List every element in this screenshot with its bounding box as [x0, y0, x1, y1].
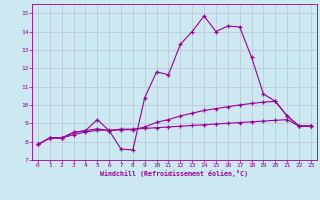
X-axis label: Windchill (Refroidissement éolien,°C): Windchill (Refroidissement éolien,°C)	[100, 170, 248, 177]
